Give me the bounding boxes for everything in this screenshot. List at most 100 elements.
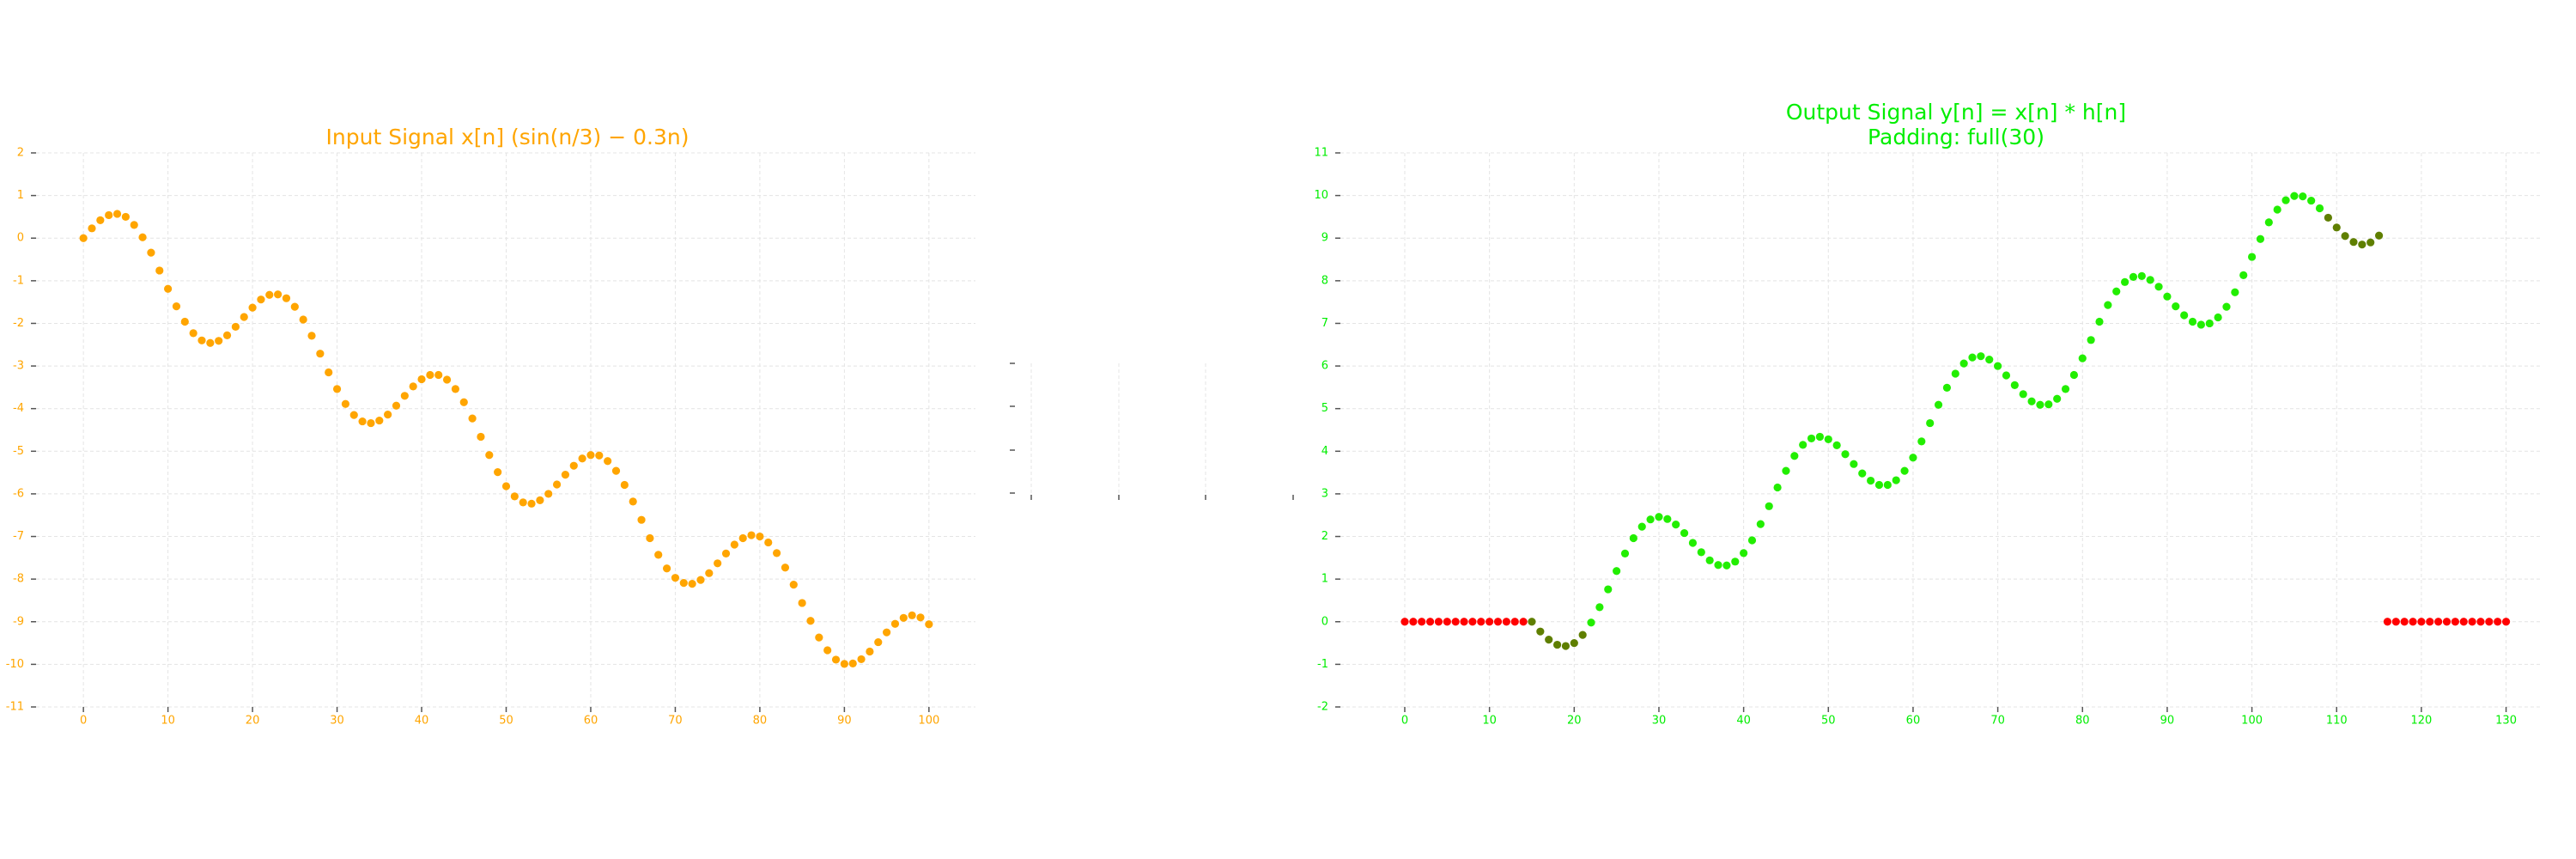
- y-tick-label: 0: [17, 232, 24, 245]
- point: [1892, 476, 1900, 484]
- point: [857, 655, 866, 664]
- point: [721, 549, 731, 557]
- point: [2434, 618, 2443, 626]
- point: [1502, 618, 1510, 626]
- x-tick-label: 120: [2411, 715, 2433, 728]
- point: [2290, 192, 2299, 200]
- point: [2366, 238, 2375, 247]
- point: [1790, 452, 1799, 460]
- x-tick-label: 40: [1736, 715, 1751, 728]
- point: [1425, 618, 1435, 626]
- y-tick-label: 9: [1321, 232, 1328, 245]
- point: [2299, 192, 2307, 201]
- point: [79, 234, 88, 242]
- x-tick-label: 60: [1906, 715, 1921, 728]
- point: [384, 411, 392, 419]
- point: [2137, 271, 2146, 280]
- point: [1578, 631, 1587, 639]
- point: [772, 549, 781, 557]
- point: [501, 482, 511, 490]
- point: [1528, 618, 1536, 626]
- y-tick-label: 0: [1321, 615, 1328, 628]
- point: [299, 315, 307, 324]
- point: [1443, 618, 1451, 626]
- point: [806, 617, 815, 625]
- point: [426, 370, 434, 380]
- chart-subtitle: Padding: full(30): [1868, 125, 2044, 149]
- point: [1536, 627, 1545, 636]
- point: [1587, 618, 1595, 627]
- point: [130, 221, 138, 229]
- point: [756, 532, 764, 541]
- point: [231, 322, 240, 332]
- point: [164, 284, 173, 293]
- point: [442, 375, 452, 384]
- point: [1655, 513, 1663, 521]
- y-tick-label: -1: [1317, 658, 1328, 671]
- x-tick-label: 50: [1821, 715, 1836, 728]
- point: [1874, 480, 1884, 490]
- y-tick-label: -2: [1317, 701, 1328, 714]
- point: [2154, 283, 2163, 291]
- point: [1604, 585, 1613, 594]
- point: [1620, 549, 1630, 557]
- point: [180, 317, 189, 326]
- point: [2442, 618, 2451, 626]
- point: [2044, 400, 2053, 409]
- point: [1731, 557, 1740, 566]
- point: [1747, 536, 1757, 545]
- point: [1545, 636, 1553, 644]
- point: [1705, 556, 1714, 564]
- point: [1909, 454, 1917, 462]
- point: [781, 564, 790, 572]
- empty-axes: [1010, 362, 1294, 500]
- point: [561, 470, 570, 479]
- y-tick-label: 2: [17, 147, 24, 160]
- y-tick-label: -1: [13, 274, 24, 287]
- point: [349, 411, 358, 419]
- point: [654, 551, 663, 559]
- point: [2188, 317, 2197, 326]
- point: [899, 613, 908, 622]
- point: [544, 490, 553, 498]
- point: [2332, 223, 2341, 232]
- point: [730, 540, 738, 549]
- point: [848, 659, 857, 667]
- point: [1985, 356, 1994, 364]
- point: [552, 480, 562, 489]
- point: [2468, 618, 2476, 626]
- point: [2341, 232, 2349, 241]
- point: [527, 499, 536, 508]
- point: [2095, 317, 2104, 326]
- point: [620, 480, 629, 490]
- point: [2264, 218, 2273, 227]
- point: [714, 559, 722, 568]
- point: [2010, 381, 2019, 390]
- point: [189, 329, 197, 338]
- x-tick-label: 110: [2326, 715, 2348, 728]
- point: [595, 451, 604, 460]
- point: [316, 350, 325, 358]
- point: [307, 332, 316, 340]
- point: [1977, 352, 1985, 361]
- point: [604, 457, 612, 466]
- point: [2061, 385, 2070, 393]
- point: [112, 210, 122, 218]
- y-tick-label: 3: [1321, 487, 1328, 500]
- point: [215, 337, 223, 345]
- point: [2069, 370, 2079, 380]
- point: [2231, 288, 2239, 296]
- point: [1756, 520, 1765, 528]
- point: [375, 416, 384, 425]
- point: [1552, 640, 1562, 649]
- point: [325, 368, 333, 377]
- point: [2239, 271, 2248, 279]
- point: [265, 290, 274, 299]
- x-tick-label: 100: [2241, 715, 2263, 728]
- point: [2146, 276, 2154, 284]
- y-tick-label: -7: [13, 530, 24, 543]
- point: [358, 417, 367, 426]
- point: [2129, 272, 2138, 281]
- chart-title: Input Signal x[n] (sin(n/3) − 0.3n): [326, 125, 690, 149]
